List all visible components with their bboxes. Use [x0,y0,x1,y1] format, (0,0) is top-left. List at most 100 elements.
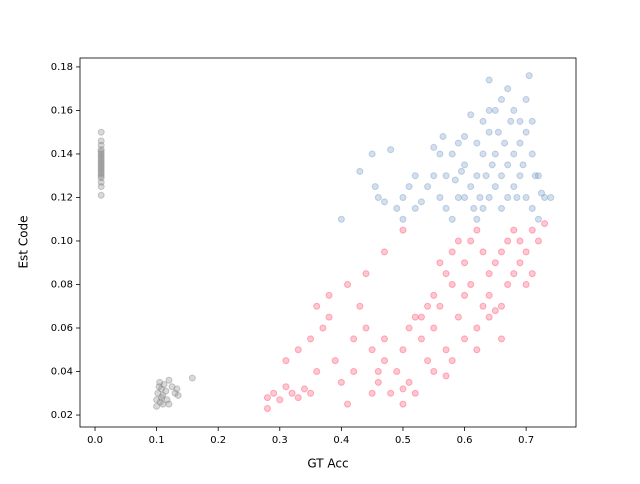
scatter-point [380,248,388,256]
scatter-point [461,193,469,201]
scatter-point [153,396,161,404]
scatter-point [442,372,450,380]
scatter-point [488,161,496,169]
scatter-point [516,172,524,180]
scatter-point [485,128,493,136]
scatter-point [97,167,105,175]
scatter-point [442,346,450,354]
scatter-point [541,220,549,228]
scatter-point [387,146,395,154]
scatter-point [442,172,450,180]
scatter-point [163,396,171,404]
scatter-point [522,128,530,136]
scatter-point [522,193,530,201]
scatter-point [337,378,345,386]
scatter-point [97,163,105,171]
scatter-point [528,226,536,234]
scatter-point [344,400,352,408]
scatter-point [97,141,105,149]
scatter-point [510,106,518,114]
scatter-point [504,280,512,288]
scatter-point [356,167,364,175]
scatter-point [448,150,456,158]
scatter-point [350,335,358,343]
scatter-point [97,128,105,136]
y-tick-label: 0.12 [51,192,73,203]
scatter-point [393,368,401,376]
scatter-point [448,248,456,256]
scatter-point [276,396,284,404]
scatter-point [538,189,546,197]
scatter-point [473,139,481,147]
scatter-point [417,198,425,206]
scatter-point [504,193,512,201]
scatter-point [165,400,173,408]
scatter-point [263,405,271,413]
y-tick-label: 0.10 [51,236,73,247]
scatter-point [411,313,419,321]
scatter-point [504,237,512,245]
scatter-point [399,193,407,201]
scatter-point [337,215,345,223]
scatter-point [307,335,315,343]
scatter-point [325,313,333,321]
x-tick-label: 0.4 [333,435,349,446]
scatter-point [497,204,505,212]
scatter-point [97,165,105,173]
scatter-point [162,387,170,395]
scatter-point [368,389,376,397]
scatter-point [159,400,167,408]
scatter-point [344,280,352,288]
scatter-point [288,389,296,397]
scatter-point [454,237,462,245]
y-tick-label: 0.18 [51,62,73,73]
scatter-point [436,259,444,267]
scatter-point [510,270,518,278]
scatter-point [510,226,518,234]
scatter-point [362,324,370,332]
scatter-point [156,378,164,386]
x-tick-label: 0.3 [272,435,288,446]
scatter-point [504,85,512,93]
scatter-point [158,394,166,402]
y-axis-label: Est Code [17,215,31,268]
scatter-point [374,193,382,201]
scatter-point [497,302,505,310]
scatter-point [399,226,407,234]
scatter-point [516,117,524,125]
scatter-point [534,215,542,223]
y-tick-label: 0.16 [51,105,73,116]
scatter-point [154,389,162,397]
scatter-point [325,291,333,299]
scatter-point [97,170,105,178]
scatter-point [528,270,536,278]
scatter-point [510,150,518,158]
scatter-point [439,133,447,141]
scatter-point [430,172,438,180]
scatter-point [294,346,302,354]
scatter-point [156,398,164,406]
scatter-point [491,183,499,191]
x-tick-label: 0.7 [518,435,534,446]
scatter-point [442,204,450,212]
scatter-point [497,96,505,104]
scatter-point [430,291,438,299]
x-tick-label: 0.0 [87,435,103,446]
scatter-point [522,248,530,256]
y-tick-label: 0.08 [51,279,73,290]
scatter-point [473,226,481,234]
scatter-point [516,139,524,147]
scatter-point [173,385,181,393]
scatter-point [454,139,462,147]
y-tick-label: 0.06 [51,323,73,334]
scatter-point [513,193,521,201]
x-tick-label: 0.5 [395,435,411,446]
scatter-point [473,215,481,223]
scatter-point [313,368,321,376]
scatter-point [461,259,469,267]
scatter-point [171,389,179,397]
scatter-point [424,357,432,365]
scatter-point [534,237,542,245]
scatter-point [424,302,432,310]
scatter-point [97,150,105,158]
